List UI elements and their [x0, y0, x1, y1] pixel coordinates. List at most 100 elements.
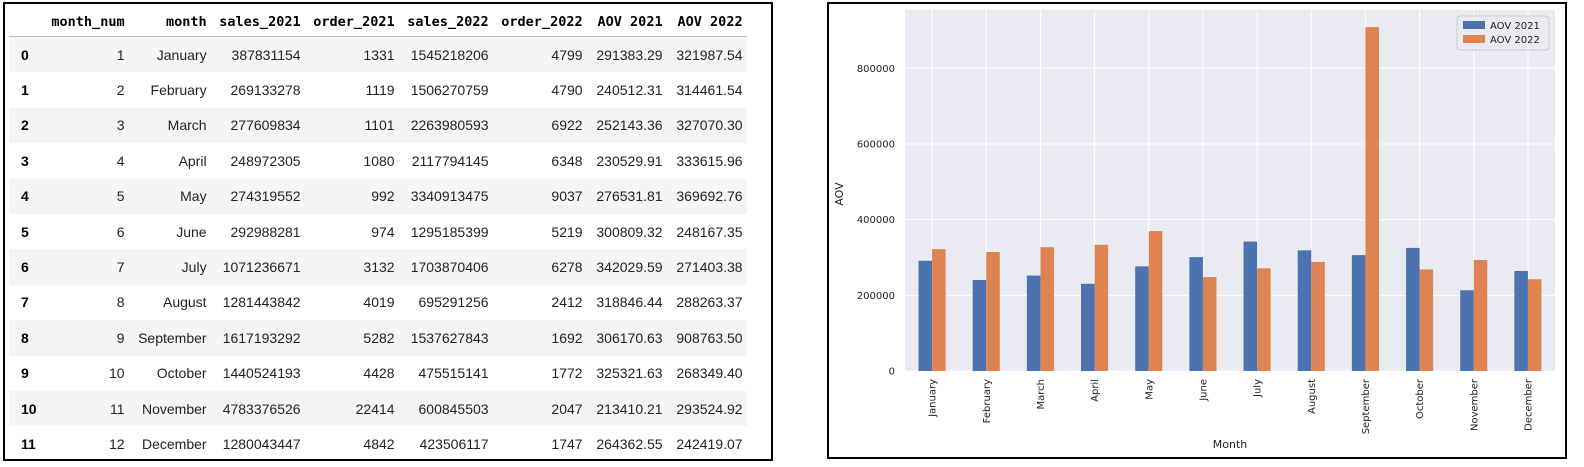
x-tick-label: June	[1198, 379, 1209, 402]
cell-order-2021: 4019	[363, 294, 395, 311]
cell-sales-2021: 1440524193	[222, 365, 301, 382]
cell-aov-2022: 268349.40	[676, 365, 743, 382]
legend-label-aov-2022: AOV 2022	[1490, 35, 1540, 46]
cell-sales-2021: 387831154	[231, 46, 301, 63]
x-tick-labels: January February March April May June July Augu…	[928, 378, 1535, 434]
cell-month: March	[167, 117, 207, 134]
bar-aov-2022-june	[1202, 277, 1217, 371]
cell-aov-2022: 293524.92	[676, 400, 743, 417]
table-row: 5 6 June 292988281 974 1295185399 5219 300809.3…	[9, 214, 747, 249]
bar-aov-2022-april	[1094, 244, 1109, 371]
column-header-sales-2022: sales_2022	[398, 8, 493, 37]
cell-order-2021: 992	[371, 188, 395, 205]
cell-order-2021: 974	[371, 223, 395, 240]
cell-month-num: 2	[116, 82, 125, 99]
cell-order-2021: 5282	[363, 329, 395, 346]
cell-sales-2022: 2117794145	[411, 152, 489, 169]
bar-aov-2022-august	[1311, 261, 1325, 371]
cell-aov-2022: 248167.35	[676, 223, 743, 240]
cell-order-2022: 6278	[551, 259, 583, 276]
cell-sales-2022: 695291256	[418, 294, 489, 311]
bar-aov-2022-september	[1365, 27, 1379, 371]
table-row: 3 4 April 248972305 1080 2117794145 6348 230529…	[9, 143, 747, 178]
cell-index: 9	[21, 365, 29, 382]
x-tick-label: July	[1253, 379, 1264, 398]
table-row: 9 10 October 1440524193 4428 475515141 1772 325…	[9, 356, 747, 391]
cell-month-num: 3	[116, 117, 125, 134]
table-row: 11 12 December 1280043447 4842 423506117 1747 2…	[9, 426, 747, 461]
cell-aov-2022: 271403.38	[676, 259, 743, 276]
x-tick-label: October	[1415, 378, 1426, 419]
cell-month: August	[162, 294, 207, 311]
bar-aov-2022-december	[1527, 279, 1542, 371]
x-tick-label: September	[1361, 378, 1372, 434]
x-tick-label: February	[982, 379, 993, 423]
cell-index: 11	[21, 435, 36, 452]
cell-index: 5	[21, 223, 29, 240]
cell-order-2021: 1101	[364, 117, 395, 134]
table-row: 0 1 January 387831154 1331 1545218206 4799 2913…	[9, 36, 747, 73]
cell-sales-2021: 269133278	[230, 82, 301, 99]
x-tick-label: August	[1307, 379, 1318, 414]
bar-aov-2021-may	[1135, 266, 1149, 371]
cell-sales-2021: 1071236671	[222, 259, 301, 276]
cell-sales-2021: 292988281	[230, 223, 301, 240]
cell-month-num: 9	[116, 329, 125, 346]
legend: AOV 2021 AOV 2022	[1456, 15, 1550, 51]
cell-sales-2021: 1280043447	[222, 435, 301, 452]
y-tick-label: 800000	[857, 64, 895, 75]
cell-month: December	[141, 435, 207, 452]
cell-sales-2022: 423506117	[419, 435, 489, 452]
bar-aov-2021-january	[918, 260, 933, 371]
y-axis-label: AOV	[833, 182, 846, 206]
cell-aov-2021: 213410.21	[596, 400, 663, 417]
table-row: 2 3 March 277609834 1101 2263980593 6922 252143…	[9, 107, 747, 144]
legend-swatch-aov-2022	[1463, 35, 1485, 43]
aov-bar-chart: 0 200000 400000 600000 800000 January Februar…	[833, 10, 1555, 451]
column-header-month: month	[128, 8, 211, 37]
cell-month: July	[181, 259, 207, 276]
cell-sales-2022: 1545218206	[410, 46, 489, 63]
column-header-order-2021: order_2021	[304, 8, 399, 37]
column-header-order-2022: order_2022	[492, 8, 587, 37]
cell-month: February	[150, 82, 207, 99]
x-tick-label: November	[1469, 378, 1480, 431]
bar-aov-2022-july	[1257, 268, 1271, 371]
table-row: 6 7 July 1071236671 3132 1703870406 6278 342029…	[9, 249, 747, 285]
cell-sales-2022: 1506270759	[410, 82, 489, 99]
cell-month-num: 11	[110, 400, 125, 417]
y-tick-label: 0	[889, 367, 895, 378]
bar-aov-2022-october	[1419, 269, 1434, 371]
bar-aov-2022-november	[1473, 259, 1488, 371]
cell-month: October	[156, 365, 207, 382]
x-tick-label: April	[1090, 379, 1101, 402]
cell-order-2022: 4790	[551, 82, 583, 99]
cell-month: June	[176, 223, 207, 240]
table-header-row: month_num month sales_2021 order_2021 sa…	[9, 8, 747, 37]
cell-sales-2021: 4783376526	[222, 400, 301, 417]
cell-order-2022: 4799	[551, 46, 583, 63]
cell-sales-2022: 1703870406	[410, 259, 489, 276]
cell-index: 7	[21, 294, 29, 311]
bar-aov-2022-march	[1040, 247, 1054, 371]
cell-month-num: 12	[109, 435, 125, 452]
cell-month-num: 7	[116, 259, 125, 276]
cell-order-2022: 9037	[551, 188, 583, 205]
table-row: 10 11 November 4783376526 22414 600845503 2047…	[9, 390, 747, 427]
x-axis-label: Month	[1213, 438, 1248, 451]
cell-aov-2021: 342029.59	[596, 259, 663, 276]
bars	[918, 27, 1542, 371]
cell-order-2021: 1080	[363, 152, 395, 169]
cell-aov-2022: 321987.54	[676, 46, 743, 63]
cell-month-num: 6	[116, 223, 125, 240]
cell-aov-2022: 314461.54	[676, 82, 743, 99]
cell-month-num: 1	[116, 46, 125, 63]
bar-aov-2021-december	[1514, 270, 1528, 371]
cell-aov-2021: 300809.32	[596, 223, 663, 240]
cell-sales-2022: 1295185399	[410, 223, 489, 240]
cell-month: January	[156, 46, 207, 63]
cell-index: 2	[21, 117, 29, 134]
cell-order-2022: 6348	[551, 152, 583, 169]
cell-index: 4	[21, 188, 29, 205]
bar-aov-2022-january	[932, 249, 946, 371]
